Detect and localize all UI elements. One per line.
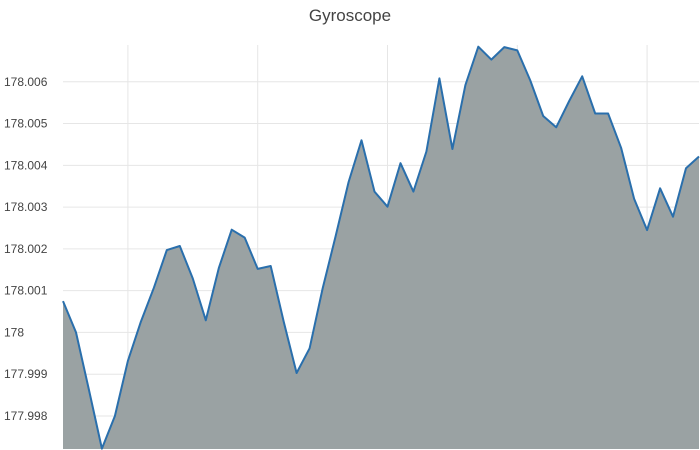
y-tick-label-4: 178.002	[4, 242, 48, 256]
chart-title: Gyroscope	[308, 6, 392, 25]
plot-area	[62, 45, 700, 450]
y-tick-label-0: 177.998	[4, 409, 48, 423]
y-tick-label-3: 178.001	[4, 284, 48, 298]
y-tick-label-2: 178	[4, 325, 24, 339]
y-tick-label-8: 178.006	[4, 75, 48, 89]
series-line	[62, 45, 700, 450]
y-axis-ticks: 177.998 177.999 178 178.001 178.002 178.003 17…	[4, 75, 48, 423]
y-tick-label-5: 178.003	[4, 200, 48, 214]
y-tick-label-6: 178.004	[4, 158, 48, 172]
y-tick-label-1: 177.999	[4, 367, 48, 381]
area-fill	[63, 46, 699, 449]
y-tick-label-7: 178.005	[4, 117, 48, 131]
